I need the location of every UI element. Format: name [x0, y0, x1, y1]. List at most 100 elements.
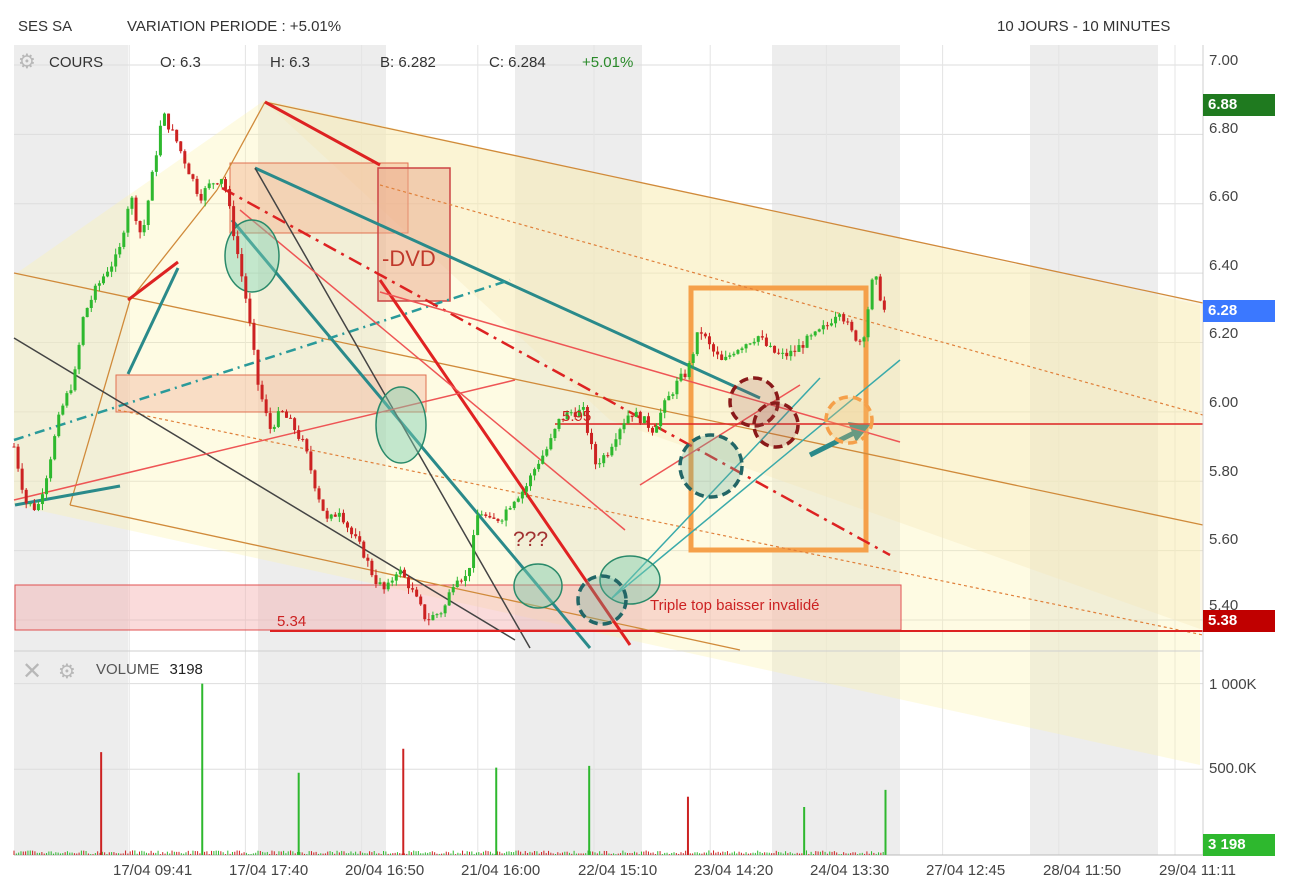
candle-body	[777, 352, 781, 354]
candle-body	[744, 344, 748, 349]
candle-body	[61, 405, 65, 415]
candle-body	[492, 517, 496, 519]
badge-period-low: 5.38	[1203, 610, 1275, 632]
candle-body	[553, 428, 557, 439]
candle-body	[813, 331, 817, 336]
candle-body	[268, 413, 272, 429]
candle-body	[630, 415, 634, 418]
ohlc-low: B: 6.282	[380, 54, 436, 71]
zone-support-box	[14, 584, 902, 631]
candle-body	[301, 438, 305, 440]
candle-body	[594, 444, 598, 465]
day-band	[772, 45, 900, 855]
teal-thin-lines	[611, 359, 901, 599]
candle-body	[785, 352, 789, 357]
candle-body	[671, 394, 675, 396]
candle-body	[12, 446, 16, 448]
candle-body	[687, 362, 691, 378]
candle-body	[614, 439, 618, 447]
x-tick: 23/04 14:20	[694, 862, 774, 879]
candle-body	[724, 356, 728, 360]
candle-body	[463, 576, 467, 581]
candle-body	[126, 208, 130, 233]
candle-body	[390, 580, 394, 583]
red-trendlines	[13, 100, 901, 646]
candle-body	[585, 407, 589, 433]
candle-body	[878, 276, 882, 301]
candle-body	[77, 344, 81, 370]
candle-body	[366, 557, 370, 561]
candle-body	[313, 470, 317, 489]
price-settings-gear-icon[interactable]: ⚙	[18, 51, 36, 73]
level-595-label: 5.95	[562, 408, 591, 425]
candle-body	[842, 314, 846, 322]
candle-body	[32, 503, 36, 511]
upper-channel-fill	[265, 102, 1203, 630]
candle-body	[695, 332, 699, 355]
candle-body	[789, 350, 793, 357]
candle-body	[773, 345, 777, 353]
y-tick: 6.40	[1209, 257, 1239, 274]
day-shading	[14, 45, 1158, 855]
candle-body	[504, 509, 508, 521]
candle-body	[244, 276, 248, 299]
period-variation: VARIATION PERIODE : +5.01%	[127, 18, 342, 35]
y-tick: 6.00	[1209, 394, 1239, 411]
candle-body	[130, 197, 134, 209]
candle-body	[447, 592, 451, 606]
candle-body	[634, 411, 638, 418]
candle-body	[171, 129, 175, 131]
candle-body	[370, 560, 374, 576]
candle-body	[134, 197, 138, 222]
candle-body	[443, 605, 447, 614]
candle-body	[256, 349, 260, 385]
y-tick: 5.80	[1209, 463, 1239, 480]
close-panel-icon[interactable]: ✕	[22, 658, 43, 685]
candle-body	[646, 416, 650, 428]
candle-body	[716, 351, 720, 355]
candle-body	[280, 411, 284, 413]
candle-body	[675, 380, 679, 395]
candle-body	[264, 399, 268, 414]
candle-body	[20, 468, 24, 490]
x-tick: 20/04 16:50	[345, 862, 425, 879]
candle-body	[207, 183, 211, 189]
candle-body	[533, 469, 537, 476]
volume-noise	[13, 850, 886, 855]
candle-body	[382, 582, 386, 590]
x-tick: 27/04 12:45	[926, 862, 1006, 879]
candle-body	[882, 300, 886, 310]
volume-settings-gear-icon[interactable]: ⚙	[58, 661, 76, 683]
candle-body	[500, 520, 504, 522]
candle-body	[106, 271, 110, 277]
candle-body	[223, 179, 227, 190]
candle-body	[236, 236, 240, 255]
x-tick: 22/04 15:10	[578, 862, 658, 879]
candle-body	[81, 317, 85, 345]
orange-consolidation-box	[688, 285, 869, 553]
volume-y-tick: 1 000K	[1209, 676, 1257, 693]
candle-body	[73, 369, 77, 391]
y-tick: 6.80	[1209, 120, 1239, 137]
candle-body	[748, 343, 752, 345]
candle-body	[846, 321, 850, 323]
candle-body	[545, 449, 549, 456]
ohlc-open: O: 6.3	[160, 54, 201, 71]
candle-body	[520, 491, 524, 499]
candle-body	[870, 279, 874, 310]
teal-trendlines	[14, 166, 761, 649]
candle-body	[834, 316, 838, 324]
candle-body	[232, 206, 236, 237]
teal-arrow-line	[808, 427, 862, 458]
candle-body	[142, 225, 146, 233]
candle-body	[805, 335, 809, 348]
badge-volume-last: 3 198	[1203, 834, 1275, 856]
candle-body	[309, 451, 313, 471]
candle-body	[602, 455, 606, 464]
period-selector[interactable]: 10 JOURS - 10 MINUTES	[997, 18, 1171, 35]
candle-body	[752, 341, 756, 344]
candle-body	[378, 582, 382, 585]
candle-body	[541, 455, 545, 464]
grid-lines	[14, 45, 1203, 855]
